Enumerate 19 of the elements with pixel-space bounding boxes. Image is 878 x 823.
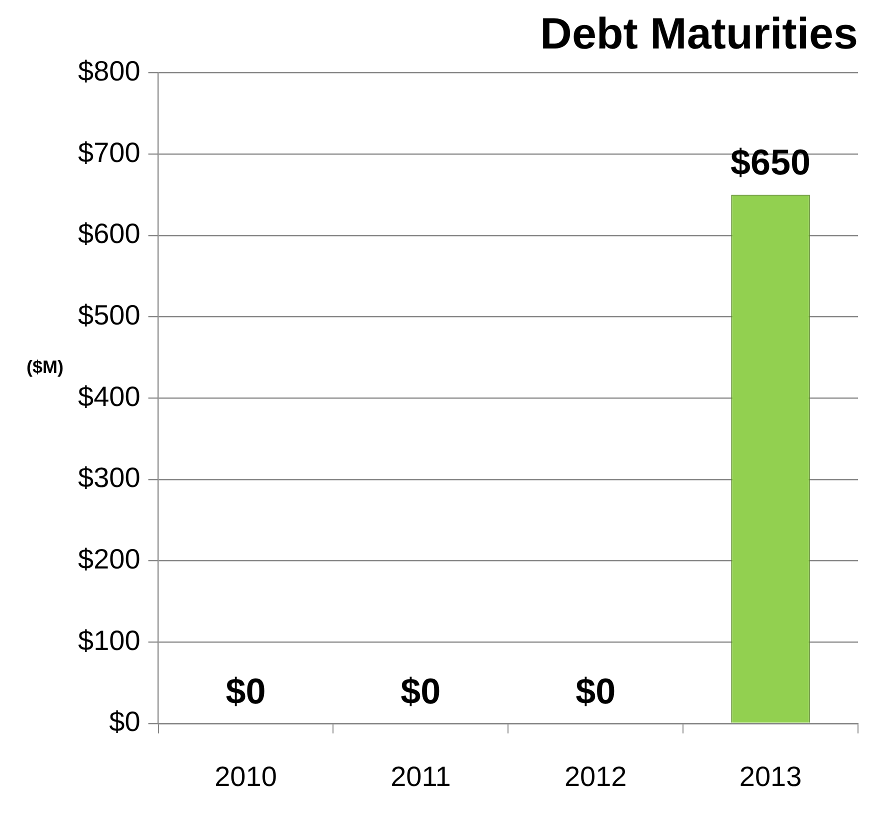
- data-label: $650: [730, 142, 811, 183]
- x-tick-label: 2012: [564, 760, 627, 792]
- data-label: $0: [226, 670, 266, 712]
- y-tick-label: $700: [78, 136, 140, 168]
- y-tick-label: $0: [109, 706, 140, 738]
- data-label: $0: [576, 670, 616, 712]
- y-axis-title: ($M): [26, 357, 64, 378]
- y-tick-label: $600: [78, 218, 140, 250]
- x-tick-label: 2013: [739, 760, 802, 792]
- y-tick-label: $200: [78, 543, 140, 574]
- x-tick-label: 2010: [214, 760, 277, 792]
- y-tick-label: $400: [78, 380, 140, 412]
- x-tick-label: 2011: [390, 760, 451, 792]
- chart-title: Debt Maturities: [540, 10, 858, 59]
- y-tick-label: $300: [78, 462, 140, 494]
- data-label: $0: [400, 670, 441, 712]
- y-tick-label: $100: [78, 624, 140, 656]
- y-tick-label: $800: [78, 56, 140, 87]
- y-tick-label: $500: [78, 299, 140, 330]
